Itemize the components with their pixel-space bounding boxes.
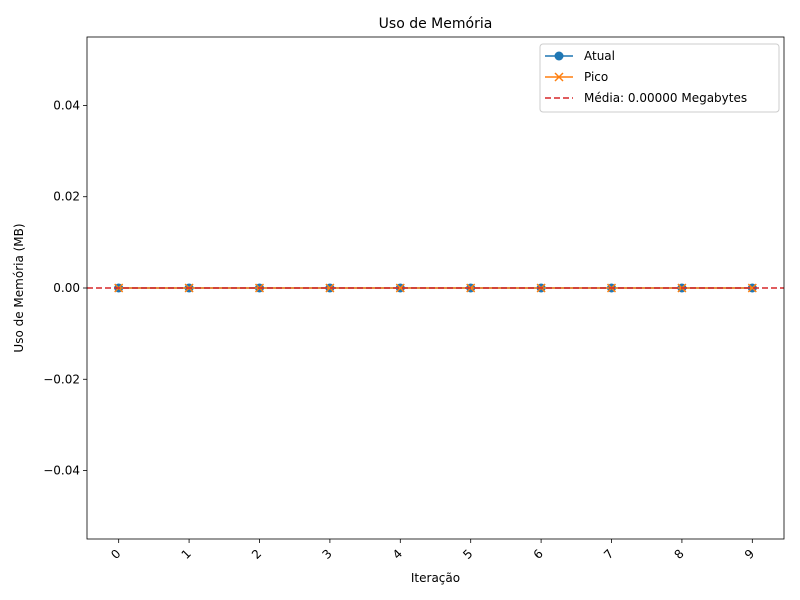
legend-label: Média: 0.00000 Megabytes: [584, 91, 747, 105]
y-tick-label: 0.02: [53, 190, 80, 204]
data-point-pico: [395, 283, 405, 293]
x-axis-label: Iteração: [411, 571, 460, 585]
data-point-pico: [325, 283, 335, 293]
y-tick-label: 0.00: [53, 281, 80, 295]
plot-area: −0.04−0.020.000.020.040 1 2 3 4 5 6 7 8 9: [43, 36, 785, 562]
chart-title: Uso de Memória: [379, 16, 493, 32]
legend-marker: [554, 51, 564, 61]
y-axis-label: Uso de Memória (MB): [12, 223, 26, 352]
y-tick-label: −0.04: [43, 464, 80, 478]
data-point-pico: [747, 283, 757, 293]
y-tick-label: −0.02: [43, 372, 80, 386]
legend-marker: [554, 72, 564, 82]
legend-label: Pico: [584, 70, 608, 84]
legend-entry: Pico: [545, 70, 608, 84]
legend-entry: Atual: [545, 49, 615, 63]
legend-entry: Média: 0.00000 Megabytes: [545, 91, 747, 105]
legend-label: Atual: [584, 49, 615, 63]
legend: Atual Pico Média: 0.00000 Megabytes: [539, 43, 780, 113]
axes-frame: [86, 36, 785, 540]
y-tick-label: 0.04: [53, 98, 80, 112]
legend-box: [539, 43, 780, 113]
